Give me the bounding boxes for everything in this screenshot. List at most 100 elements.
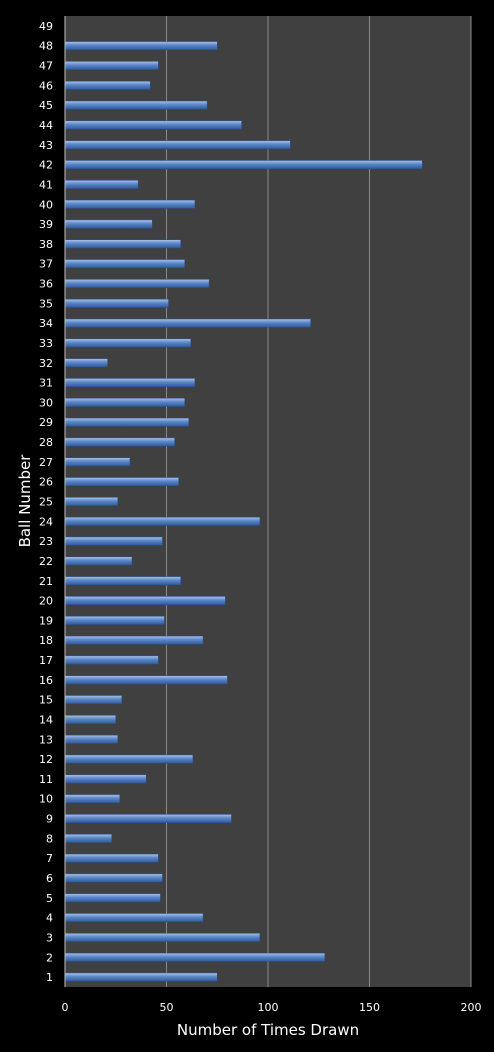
bar-ball-38 [64,239,181,249]
bar-ball-17 [64,655,159,665]
bar-ball-9 [64,814,232,823]
y-tick-label: 20 [39,595,53,608]
y-tick-label: 22 [39,555,53,568]
y-tick-label: 48 [39,40,53,53]
y-tick-label: 35 [39,297,53,310]
bar-ball-42 [64,160,423,170]
y-tick-label: 18 [39,634,53,647]
bar-ball-8 [64,833,112,843]
bar-ball-3 [64,933,261,942]
bar-ball-2 [64,952,326,962]
y-tick-label: 49 [39,20,53,33]
y-tick-label: 45 [39,99,53,112]
bar-ball-18 [64,635,204,645]
y-tick-label: 30 [39,396,53,409]
x-axis-title: Number of Times Drawn [177,1021,359,1039]
y-tick-label: 25 [39,496,53,509]
y-tick-label: 12 [39,753,53,766]
y-tick-label: 39 [39,218,53,231]
bar-ball-33 [64,338,192,348]
bar-ball-1 [64,972,218,982]
y-tick-label: 32 [39,357,53,370]
bar-ball-31 [64,378,196,388]
y-tick-label: 10 [39,793,53,806]
bar-ball-5 [64,893,161,903]
y-tick-label: 47 [39,60,53,73]
y-tick-label: 36 [39,278,53,291]
bar-ball-37 [64,259,186,269]
y-tick-label: 42 [39,159,53,172]
bar-ball-16 [64,675,228,685]
y-tick-label: 15 [39,694,53,707]
bar-ball-48 [64,41,218,51]
bar-ball-26 [64,477,179,487]
bar-ball-24 [64,516,261,526]
bar-ball-45 [64,100,208,110]
y-tick-label: 27 [39,456,53,469]
y-tick-label: 23 [39,535,53,548]
bar-ball-43 [64,140,291,150]
bar-ball-20 [64,596,226,605]
y-tick-label: 11 [39,773,53,786]
x-tick-label: 0 [62,1001,69,1014]
bar-ball-40 [64,199,196,209]
y-tick-label: 26 [39,476,53,489]
bar-ball-6 [64,873,163,883]
bar-ball-13 [64,734,119,744]
y-tick-label: 5 [46,892,53,905]
bar-ball-21 [64,576,181,586]
y-tick-label: 8 [46,832,53,845]
bar-ball-27 [64,457,131,467]
x-tick-label: 50 [160,1001,174,1014]
bar-ball-29 [64,417,190,427]
bar-ball-14 [64,715,116,724]
bar-ball-36 [64,279,210,288]
y-tick-label: 19 [39,614,53,627]
bar-ball-41 [64,180,139,189]
bar-ball-35 [64,298,169,308]
y-tick-label: 44 [39,119,53,132]
bar-ball-10 [64,794,121,804]
y-tick-label: 43 [39,139,53,152]
y-tick-label: 34 [39,317,53,330]
y-tick-label: 46 [39,79,53,92]
bar-ball-4 [64,913,204,923]
y-tick-label: 21 [39,575,53,588]
y-tick-label: 17 [39,654,53,667]
y-tick-label: 13 [39,733,53,746]
y-tick-label: 31 [39,377,53,390]
y-tick-label: 6 [46,872,53,885]
x-tick-label: 200 [461,1001,482,1014]
y-tick-label: 14 [39,713,53,726]
bar-ball-12 [64,754,194,764]
x-tick-label: 100 [258,1001,279,1014]
bar-ball-46 [64,80,151,90]
bar-ball-22 [64,556,133,566]
bar-ball-23 [64,536,163,546]
bar-ball-11 [64,774,147,784]
y-tick-label: 2 [46,951,53,964]
bar-ball-28 [64,437,175,447]
x-tick-labels: 0 50 100 150 200 [62,1001,482,1014]
bar-ball-34 [64,318,311,328]
y-tick-label: 9 [46,813,53,826]
bar-ball-19 [64,615,165,625]
gridlines [166,16,472,987]
y-tick-label: 38 [39,238,53,251]
y-tick-label: 28 [39,436,53,449]
y-tick-label: 40 [39,198,53,211]
y-axis-title: Ball Number [16,454,34,548]
bar-ball-44 [64,120,242,130]
y-tick-label: 16 [39,674,53,687]
y-tick-label: 37 [39,258,53,271]
bar-ball-47 [64,61,159,70]
bar-ball-15 [64,695,123,705]
y-tick-labels: 1234567891011121314151617181920212223242… [39,20,53,984]
bar-ball-7 [64,853,159,863]
y-tick-label: 33 [39,337,53,350]
y-tick-label: 41 [39,178,53,191]
bar-ball-32 [64,358,108,368]
y-tick-label: 3 [46,931,53,944]
y-tick-label: 24 [39,515,53,528]
